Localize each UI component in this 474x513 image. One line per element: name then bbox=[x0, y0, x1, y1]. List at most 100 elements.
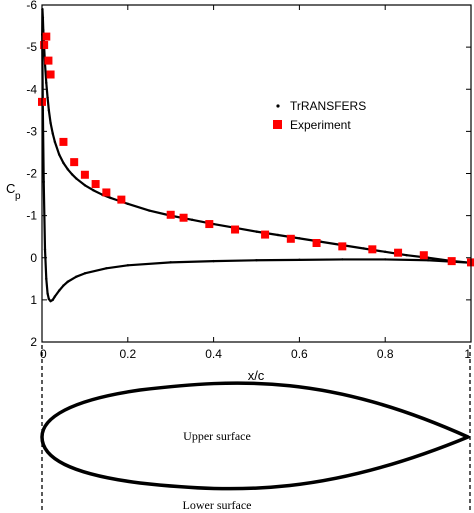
experiment-marker bbox=[80, 170, 89, 179]
trransfers-point bbox=[45, 277, 48, 281]
trransfers-point bbox=[57, 289, 61, 292]
trransfers-point bbox=[255, 230, 258, 233]
airfoil-outline bbox=[40, 381, 470, 491]
legend-dot-marker bbox=[276, 104, 280, 108]
trransfers-point bbox=[169, 261, 172, 264]
plot-frame bbox=[41, 4, 472, 343]
experiment-marker bbox=[42, 32, 51, 41]
trransfers-point bbox=[212, 259, 215, 263]
experiment-marker bbox=[40, 41, 49, 50]
trransfers-point bbox=[46, 96, 49, 99]
airfoil-sketch: Upper surface Lower surface bbox=[40, 345, 471, 512]
experiment-marker bbox=[44, 56, 53, 65]
y-tick-label: 1 bbox=[30, 293, 37, 307]
y-tick-label: 2 bbox=[30, 335, 37, 349]
trransfers-point bbox=[341, 258, 344, 261]
trransfers-point bbox=[298, 237, 301, 240]
trransfers-point bbox=[70, 173, 74, 176]
experiment-marker bbox=[447, 257, 456, 266]
experiment-marker bbox=[286, 234, 295, 243]
trransfers-point bbox=[42, 180, 45, 184]
x-tick-label: 0 bbox=[40, 347, 47, 361]
trransfers-point bbox=[46, 292, 49, 295]
x-tick-label: 0.8 bbox=[377, 347, 394, 361]
trransfers-point bbox=[42, 29, 45, 32]
curves-layer bbox=[41, 8, 473, 303]
trransfers-point bbox=[75, 275, 78, 278]
trransfers-point bbox=[66, 280, 69, 283]
trransfers-point bbox=[57, 153, 61, 156]
experiment-marker bbox=[166, 210, 175, 219]
upper-surface-label: Upper surface bbox=[183, 429, 251, 443]
trransfers-point bbox=[66, 168, 69, 171]
trransfers-point bbox=[75, 177, 78, 180]
trransfers-point bbox=[83, 272, 87, 275]
trransfers-point bbox=[384, 258, 387, 261]
experiment-marker bbox=[231, 225, 240, 234]
experiment-marker bbox=[102, 188, 111, 197]
trransfers-point bbox=[255, 259, 258, 262]
trransfers-point bbox=[62, 161, 65, 165]
trransfers-point bbox=[298, 258, 301, 262]
experiment-marker bbox=[70, 158, 79, 167]
y-tick-label: -4 bbox=[26, 82, 37, 96]
x-tick-label: 0.6 bbox=[291, 347, 308, 361]
x-tick-label: 1 bbox=[464, 347, 471, 361]
y-axis-label: C bbox=[6, 181, 15, 196]
experiment-marker bbox=[46, 70, 55, 79]
legend: TrRANSFERS Experiment bbox=[273, 99, 366, 132]
trransfers-point bbox=[47, 297, 51, 301]
trransfers-point bbox=[105, 267, 108, 270]
experiment-marker bbox=[338, 242, 347, 251]
trransfers-point bbox=[45, 81, 48, 85]
trransfers-point bbox=[47, 109, 51, 112]
trransfers-point bbox=[126, 264, 129, 267]
trransfers-point bbox=[276, 233, 280, 237]
experiment-marker bbox=[419, 251, 428, 260]
experiment-marker bbox=[91, 180, 100, 189]
trransfers-point bbox=[426, 259, 430, 262]
y-tick-label: -3 bbox=[26, 124, 37, 138]
y-tick-label: 0 bbox=[30, 251, 37, 265]
trransfers-point bbox=[190, 218, 194, 222]
trransfers-point bbox=[126, 202, 129, 206]
experiment-marker bbox=[394, 248, 403, 257]
trransfers-point bbox=[53, 295, 57, 298]
x-axis-label: x/c bbox=[248, 368, 265, 383]
trransfers-point bbox=[405, 254, 408, 257]
legend-label-experiment: Experiment bbox=[290, 118, 351, 132]
experiment-marker bbox=[261, 230, 270, 239]
experiment-marker bbox=[368, 245, 377, 254]
experiment-marker bbox=[179, 213, 188, 222]
trransfers-point bbox=[43, 248, 47, 251]
lower-surface-label: Lower surface bbox=[183, 498, 252, 512]
x-tick-label: 0.4 bbox=[205, 347, 222, 361]
trransfers-point bbox=[49, 299, 52, 303]
trransfers-point bbox=[362, 247, 365, 250]
y-tick-label: -2 bbox=[26, 167, 37, 181]
trransfers-point bbox=[92, 189, 95, 192]
y-tick-label: -1 bbox=[26, 209, 37, 223]
trransfers-point bbox=[62, 284, 65, 287]
experiment-marker bbox=[205, 220, 214, 229]
x-axis-ticks: 0 0.2 0.4 0.6 0.8 1 bbox=[40, 5, 472, 361]
trransfers-point bbox=[83, 184, 87, 187]
trransfers-point bbox=[53, 140, 57, 144]
trransfers-upper-curve bbox=[41, 8, 473, 264]
trransfers-point bbox=[148, 209, 151, 212]
chart: -6 -5 -4 -3 -2 -1 0 1 2 0 0.2 0.4 0.6 0.8 1 C p x/c T… bbox=[6, 0, 474, 383]
trransfers-point bbox=[109, 196, 112, 200]
trransfers-point bbox=[49, 121, 52, 125]
legend-label-trransfers: TrRANSFERS bbox=[290, 99, 366, 113]
trransfers-point bbox=[51, 132, 54, 135]
experiment-marker bbox=[117, 195, 126, 204]
y-tick-label: -5 bbox=[26, 40, 37, 54]
x-tick-label: 0.2 bbox=[119, 347, 136, 361]
experiment-marker bbox=[312, 239, 321, 248]
y-axis-ticks: -6 -5 -4 -3 -2 -1 0 1 2 bbox=[26, 0, 471, 349]
y-tick-label: -6 bbox=[26, 0, 37, 12]
y-axis-label-subscript: p bbox=[15, 191, 21, 202]
trransfers-point bbox=[51, 298, 54, 302]
legend-square-marker bbox=[273, 120, 282, 129]
